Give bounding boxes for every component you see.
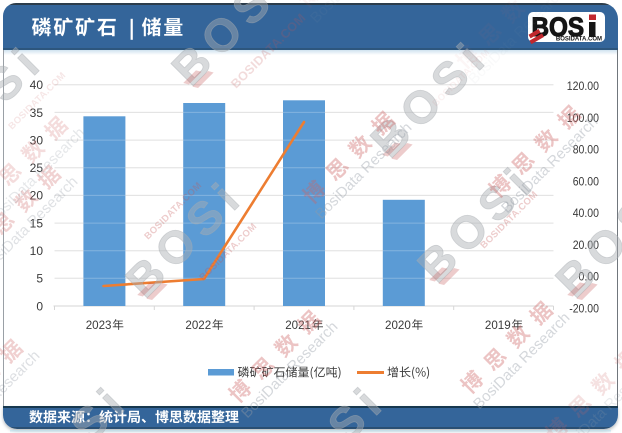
svg-text:25: 25: [30, 161, 44, 175]
svg-text:10: 10: [30, 244, 44, 258]
svg-text:2023: 2023: [86, 318, 112, 332]
svg-text:2022: 2022: [185, 318, 211, 332]
svg-text:0: 0: [36, 299, 43, 313]
svg-text:35: 35: [30, 106, 44, 120]
svg-text:2020: 2020: [385, 318, 411, 332]
svg-text:BosiData Research: BosiData Research: [555, 356, 622, 433]
svg-text:15: 15: [30, 216, 44, 230]
svg-text:BosiData Research: BosiData Research: [0, 347, 43, 433]
svg-text:BOSIDATA.COM: BOSIDATA.COM: [556, 37, 602, 43]
svg-text:40.00: 40.00: [573, 206, 600, 220]
svg-text:80.00: 80.00: [573, 143, 600, 157]
svg-text:BosiData Research: BosiData Research: [307, 0, 410, 27]
svg-text:20.00: 20.00: [573, 238, 600, 252]
svg-text:60.00: 60.00: [573, 174, 600, 188]
svg-text:5: 5: [36, 272, 43, 286]
svg-text:0.00: 0.00: [579, 270, 600, 284]
svg-text:2019: 2019: [485, 318, 511, 332]
svg-text:40: 40: [30, 78, 44, 92]
svg-text:BOSi: BOSi: [0, 373, 139, 433]
svg-text:-20.00: -20.00: [569, 301, 599, 315]
svg-text:120.00: 120.00: [567, 79, 599, 93]
svg-text:BOSi: BOSi: [545, 168, 622, 307]
